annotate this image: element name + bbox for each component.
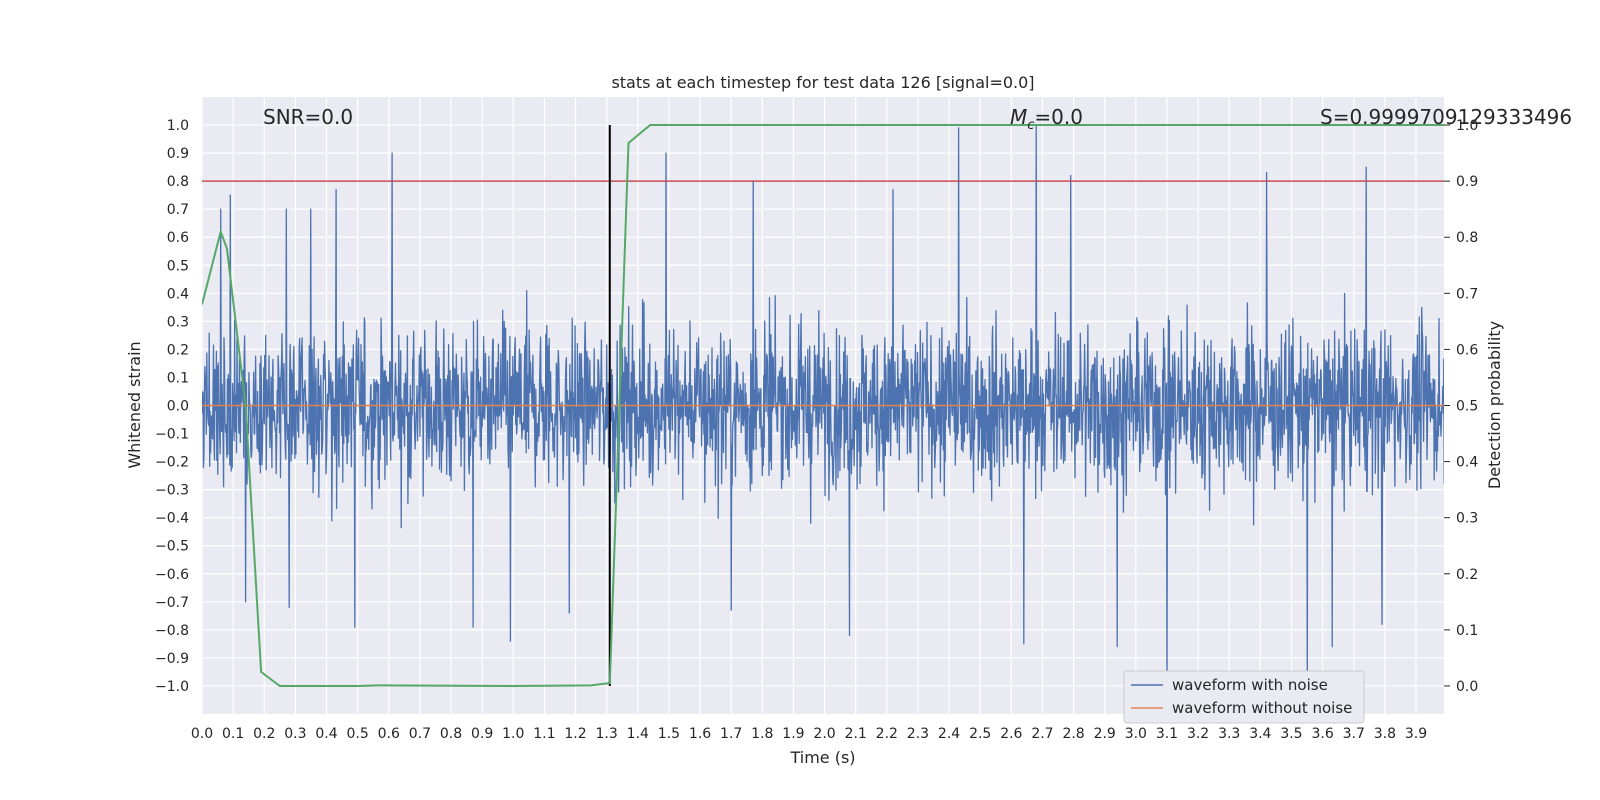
- x-tick-label: 3.4: [1249, 726, 1271, 742]
- x-tick-label: 1.3: [596, 726, 618, 742]
- y-tick-label: −0.7: [155, 595, 189, 611]
- x-tick-label: 0.3: [284, 726, 306, 742]
- x-tick-label: 2.8: [1062, 726, 1084, 742]
- y-tick-label: −1.0: [155, 679, 189, 695]
- y-tick-labels: −1.0 −0.9 −0.8 −0.7 −0.6 −0.5 −0.4 −0.3 −0.2 −0.1…: [155, 118, 189, 695]
- legend-label-with-noise: waveform with noise: [1172, 676, 1328, 694]
- y-tick-label: −0.5: [155, 539, 189, 555]
- y-tick-label: −0.3: [155, 483, 189, 499]
- x-tick-label: 0.1: [222, 726, 244, 742]
- x-tick-label: 0.6: [378, 726, 400, 742]
- x-tick-label: 2.3: [907, 726, 929, 742]
- x-tick-label: 0.9: [471, 726, 493, 742]
- x-tick-label: 2.0: [813, 726, 835, 742]
- x-tick-label: 3.9: [1405, 726, 1427, 742]
- x-tick-label: 2.9: [1094, 726, 1116, 742]
- waveform-with-noise-line: [202, 124, 1444, 704]
- legend-box: [1123, 670, 1365, 724]
- x-tick-label: 1.5: [658, 726, 680, 742]
- series-detection-probability: [202, 124, 1444, 688]
- s-annotation: S=0.9999709129333496: [1320, 105, 1572, 129]
- y2-tick-label: 0.6: [1456, 342, 1478, 358]
- y2-tick-label: 0.5: [1456, 399, 1478, 415]
- y-tick-label: −0.6: [155, 567, 189, 583]
- y-axis-label: Whitened strain: [125, 341, 144, 468]
- x-tick-label: 3.3: [1218, 726, 1240, 742]
- y-tick-label: −0.9: [155, 651, 189, 667]
- x-tick-label: 3.5: [1280, 726, 1302, 742]
- x-tick-label: 1.2: [564, 726, 586, 742]
- x-tick-label: 1.9: [782, 726, 804, 742]
- x-tick-labels: 0.0 0.1 0.2 0.3 0.4 0.5 0.6 0.7 0.8 0.9 1.0 1.1 1.2 1…: [191, 726, 1427, 742]
- x-tick-label: 1.0: [502, 726, 524, 742]
- y-tick-label: 0.6: [167, 230, 189, 246]
- x-tick-label: 0.5: [347, 726, 369, 742]
- chart-title: stats at each timestep for test data 126…: [611, 73, 1034, 92]
- x-tick-label: 3.7: [1343, 726, 1365, 742]
- x-tick-label: 2.5: [969, 726, 991, 742]
- x-tick-label: 1.8: [751, 726, 773, 742]
- y-tick-label: 0.8: [167, 174, 189, 190]
- y-tick-label: 1.0: [167, 118, 189, 134]
- y2-tick-labels: 0.0 0.1 0.2 0.3 0.4 0.5 0.6 0.7 0.8 0.9 1.0: [1444, 118, 1478, 695]
- series-waveform-with-noise: [202, 124, 1444, 704]
- x-tick-label: 0.8: [440, 726, 462, 742]
- x-tick-label: 3.6: [1311, 726, 1333, 742]
- legend: waveform with noise waveform without noi…: [1123, 670, 1365, 724]
- x-tick-label: 0.4: [315, 726, 337, 742]
- x-axis-label: Time (s): [789, 748, 855, 767]
- x-tick-label: 2.7: [1031, 726, 1053, 742]
- x-tick-label: 3.1: [1156, 726, 1178, 742]
- y2-tick-label: 0.1: [1456, 623, 1478, 639]
- x-tick-label: 0.2: [253, 726, 275, 742]
- y-tick-label: 0.0: [167, 399, 189, 415]
- x-tick-label: 2.4: [938, 726, 960, 742]
- x-tick-label: 3.0: [1125, 726, 1147, 742]
- y-tick-label: −0.4: [155, 511, 189, 527]
- y2-tick-label: 0.8: [1456, 230, 1478, 246]
- y-tick-label: −0.8: [155, 623, 189, 639]
- x-tick-label: 1.6: [689, 726, 711, 742]
- x-tick-label: 3.2: [1187, 726, 1209, 742]
- y-tick-label: 0.3: [167, 314, 189, 330]
- y-tick-label: 0.9: [167, 146, 189, 162]
- y2-tick-label: 0.2: [1456, 567, 1478, 583]
- snr-annotation: SNR=0.0: [263, 105, 353, 129]
- x-tick-label: 0.0: [191, 726, 213, 742]
- y2-tick-label: 1.0: [1456, 118, 1478, 134]
- y-tick-label: 0.4: [167, 286, 189, 302]
- y2-tick-label: 0.0: [1456, 679, 1478, 695]
- x-tick-label: 1.7: [720, 726, 742, 742]
- y-tick-label: −0.2: [155, 455, 189, 471]
- x-tick-label: 2.6: [1000, 726, 1022, 742]
- x-tick-label: 1.1: [533, 726, 555, 742]
- y-tick-label: 0.1: [167, 370, 189, 386]
- x-tick-label: 1.4: [627, 726, 649, 742]
- y2-tick-label: 0.3: [1456, 511, 1478, 527]
- x-tick-label: 0.7: [409, 726, 431, 742]
- y-tick-label: 0.2: [167, 342, 189, 358]
- y-tick-label: −0.1: [155, 427, 189, 443]
- y2-tick-label: 0.7: [1456, 286, 1478, 302]
- x-tick-label: 2.2: [876, 726, 898, 742]
- x-tick-label: 3.8: [1374, 726, 1396, 742]
- y-tick-label: 0.7: [167, 202, 189, 218]
- mc-annotation: Mc=0.0: [1010, 105, 1083, 133]
- y2-axis-label: Detection probability: [1485, 321, 1504, 489]
- y2-tick-label: 0.9: [1456, 174, 1478, 190]
- legend-label-without-noise: waveform without noise: [1172, 699, 1352, 717]
- x-tick-label: 2.1: [845, 726, 867, 742]
- y2-tick-label: 0.4: [1456, 455, 1478, 471]
- y-tick-label: 0.5: [167, 258, 189, 274]
